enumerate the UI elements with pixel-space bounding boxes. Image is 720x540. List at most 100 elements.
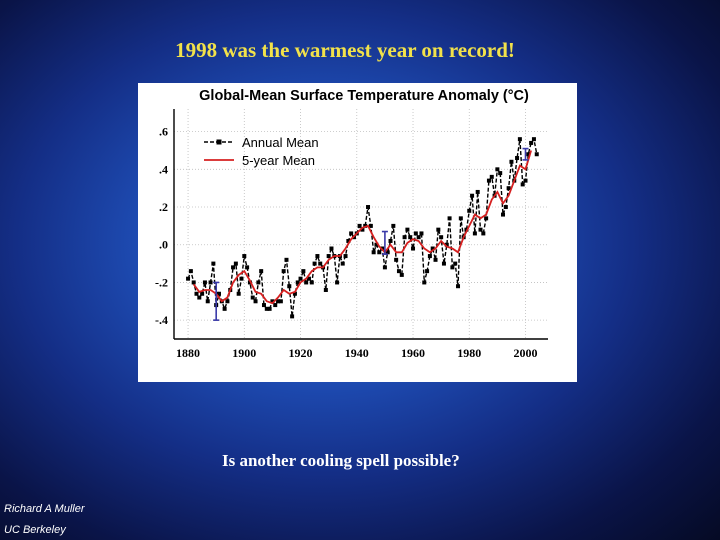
annual-mean-point: [368, 223, 373, 228]
annual-mean-point: [396, 269, 401, 274]
annual-mean-point: [301, 269, 306, 274]
annual-mean-point: [256, 280, 261, 285]
annual-mean-point: [363, 223, 368, 228]
annual-mean-point: [287, 284, 292, 289]
annual-mean-point: [250, 295, 255, 300]
annual-mean-point: [343, 254, 348, 259]
annual-mean-point: [335, 280, 340, 285]
five-year-mean-line: [192, 150, 532, 305]
y-tick-label: -.2: [155, 275, 168, 289]
annual-mean-point: [529, 140, 534, 145]
annual-mean-point: [517, 137, 522, 142]
annual-mean-point: [304, 280, 309, 285]
annual-mean-point: [340, 261, 345, 266]
annual-mean-point: [388, 238, 393, 243]
x-tick-label: 1900: [232, 346, 256, 360]
chart-title: Global-Mean Surface Temperature Anomaly …: [199, 88, 529, 104]
legend-annual-label: Annual Mean: [242, 135, 319, 150]
annual-mean-point: [520, 182, 525, 187]
annual-mean-point: [534, 152, 539, 157]
temperature-chart: Global-Mean Surface Temperature Anomaly …: [138, 83, 577, 382]
x-tick-label: 1880: [176, 346, 200, 360]
annual-mean-point: [261, 303, 266, 308]
annual-mean-point: [391, 223, 396, 228]
annual-mean-point: [399, 272, 404, 277]
annual-mean-point: [371, 250, 376, 255]
annual-mean-point: [377, 250, 382, 255]
y-tick-label: -.4: [155, 313, 168, 327]
annual-mean-point: [276, 299, 281, 304]
annual-mean-point: [478, 227, 483, 232]
annual-mean-point: [441, 261, 446, 266]
annual-mean-point: [225, 299, 230, 304]
annual-mean-point: [197, 295, 202, 300]
annual-mean-point: [222, 306, 227, 311]
annual-mean-point: [498, 171, 503, 176]
annual-mean-point: [309, 280, 314, 285]
annual-mean-point: [450, 265, 455, 270]
slide-title: 1998 was the warmest year on record!: [175, 38, 515, 62]
annual-mean-point: [202, 280, 207, 285]
annual-mean-point: [382, 265, 387, 270]
y-tick-label: .0: [159, 238, 168, 252]
annual-mean-point: [284, 257, 289, 262]
annual-mean-point: [484, 216, 489, 221]
annual-mean-point: [416, 235, 421, 240]
annual-mean-point: [205, 299, 210, 304]
annual-mean-point: [231, 265, 236, 270]
author-affiliation: UC Berkeley: [4, 524, 66, 536]
annual-mean-point: [413, 231, 418, 236]
annual-mean-point: [509, 159, 514, 164]
annual-mean-point: [436, 227, 441, 232]
annual-mean-point: [191, 280, 196, 285]
annual-mean-point: [472, 231, 477, 236]
error-bar: [213, 281, 220, 321]
error-bar: [522, 147, 529, 161]
x-tick-label: 1940: [345, 346, 369, 360]
annual-mean-point: [281, 269, 286, 274]
annual-mean-point: [306, 276, 311, 281]
grid-layer: [173, 109, 548, 340]
annual-mean-point: [295, 280, 300, 285]
legend: Annual Mean 5-year Mean: [204, 135, 319, 168]
annual-mean-point: [422, 280, 427, 285]
annual-mean-point: [253, 299, 258, 304]
annual-mean-point: [453, 261, 458, 266]
annual-mean-point: [439, 235, 444, 240]
x-tick-label: 2000: [514, 346, 538, 360]
annual-mean-point: [425, 269, 430, 274]
annual-mean-point: [470, 193, 475, 198]
annual-mean-point: [515, 156, 520, 161]
annual-mean-point: [357, 223, 362, 228]
annual-mean-point: [346, 238, 351, 243]
annual-mean-point: [456, 284, 461, 289]
chart-svg: Global-Mean Surface Temperature Anomaly …: [155, 88, 548, 360]
annual-mean-point: [408, 235, 413, 240]
slide-question: Is another cooling spell possible?: [222, 451, 460, 470]
annual-mean-point: [394, 257, 399, 262]
annual-mean-point: [216, 291, 221, 296]
annual-mean-point: [374, 242, 379, 247]
annual-mean-point: [264, 306, 269, 311]
annual-mean-point: [475, 189, 480, 194]
annual-mean-point: [349, 231, 354, 236]
series-layer: [186, 137, 539, 321]
tick-layer: 1880 1900 1920 1940 1960 1980 2000 .6 .4 .2 .0 -.2 -…: [155, 125, 538, 360]
annual-mean-point: [298, 276, 303, 281]
annual-mean-point: [419, 231, 424, 236]
annual-mean-point: [233, 261, 238, 266]
annual-mean-point: [481, 231, 486, 236]
annual-mean-point: [444, 242, 449, 247]
annual-mean-point: [292, 291, 297, 296]
annual-mean-point: [273, 303, 278, 308]
annual-mean-point: [526, 152, 531, 157]
annual-mean-point: [323, 287, 328, 292]
annual-mean-point: [245, 265, 250, 270]
annual-mean-point: [270, 299, 275, 304]
author-name: Richard A Muller: [4, 503, 85, 515]
annual-mean-point: [503, 205, 508, 210]
annual-mean-point: [329, 246, 334, 251]
legend-annual-marker: [216, 139, 222, 145]
annual-mean-point: [208, 280, 213, 285]
annual-mean-point: [523, 178, 528, 183]
